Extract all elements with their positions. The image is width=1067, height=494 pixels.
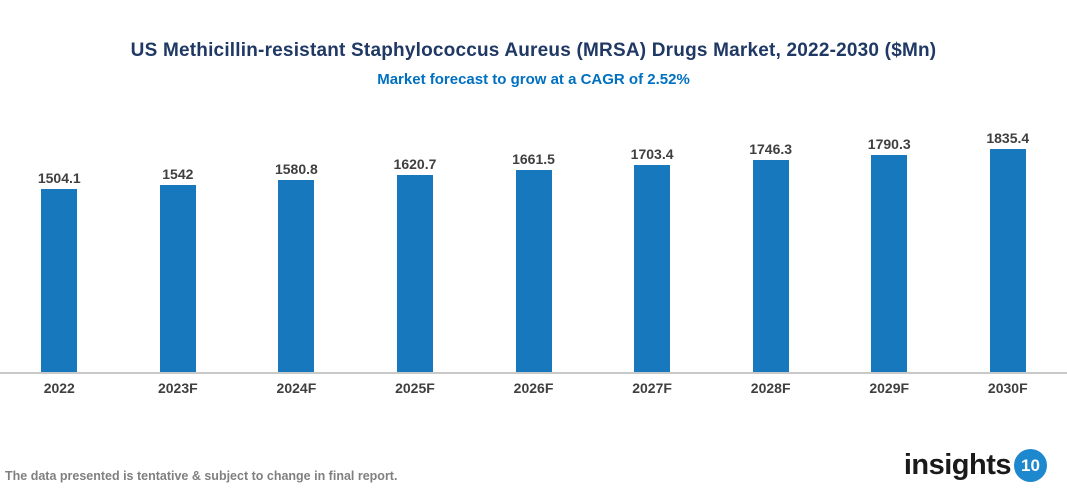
- bar-value-label: 1620.7: [394, 156, 437, 172]
- x-axis-tick-label: 2028F: [711, 380, 830, 396]
- bar-column: 1703.4: [593, 129, 712, 372]
- bar-value-label: 1790.3: [868, 136, 911, 152]
- bar-column: 1790.3: [830, 129, 949, 372]
- bar-column: 1504.1: [0, 129, 119, 372]
- bar: [516, 170, 552, 372]
- bar-value-label: 1835.4: [986, 130, 1029, 146]
- bar-value-label: 1746.3: [749, 141, 792, 157]
- chart-page: US Methicillin-resistant Staphylococcus …: [0, 40, 1067, 494]
- plot-area: 1504.1 1542 1580.8 1620.7 1661.5 1703.4 1746.3…: [0, 129, 1067, 372]
- bar: [871, 155, 907, 373]
- bar-column: 1746.3: [711, 129, 830, 372]
- bar: [41, 189, 77, 372]
- bar: [278, 180, 314, 372]
- bar-chart: 1504.1 1542 1580.8 1620.7 1661.5 1703.4 1746.3…: [0, 129, 1067, 396]
- bar-value-label: 1580.8: [275, 161, 318, 177]
- bar-column: 1835.4: [949, 129, 1067, 372]
- bar: [160, 185, 196, 372]
- bar: [753, 160, 789, 372]
- x-axis-tick-label: 2025F: [356, 380, 475, 396]
- bar-value-label: 1661.5: [512, 151, 555, 167]
- x-axis-tick-label: 2023F: [119, 380, 238, 396]
- bar-column: 1661.5: [474, 129, 593, 372]
- x-axis-tick-label: 2024F: [237, 380, 356, 396]
- x-axis-tick-label: 2026F: [474, 380, 593, 396]
- chart-subtitle: Market forecast to grow at a CAGR of 2.5…: [0, 71, 1067, 88]
- bar-column: 1542: [119, 129, 238, 372]
- x-axis-line: [0, 372, 1067, 374]
- bar: [397, 175, 433, 372]
- x-axis-tick-label: 2030F: [949, 380, 1067, 396]
- x-axis-tick-label: 2022: [0, 380, 119, 396]
- chart-title: US Methicillin-resistant Staphylococcus …: [0, 40, 1067, 62]
- bar-value-label: 1542: [162, 166, 193, 182]
- bar: [634, 165, 670, 372]
- footer-note: The data presented is tentative & subjec…: [5, 469, 397, 483]
- bar-value-label: 1703.4: [631, 146, 674, 162]
- bar-column: 1580.8: [237, 129, 356, 372]
- x-axis-tick-label: 2029F: [830, 380, 949, 396]
- bar-value-label: 1504.1: [38, 170, 81, 186]
- bar: [990, 149, 1026, 372]
- x-axis-tick-label: 2027F: [593, 380, 712, 396]
- bar-column: 1620.7: [356, 129, 475, 372]
